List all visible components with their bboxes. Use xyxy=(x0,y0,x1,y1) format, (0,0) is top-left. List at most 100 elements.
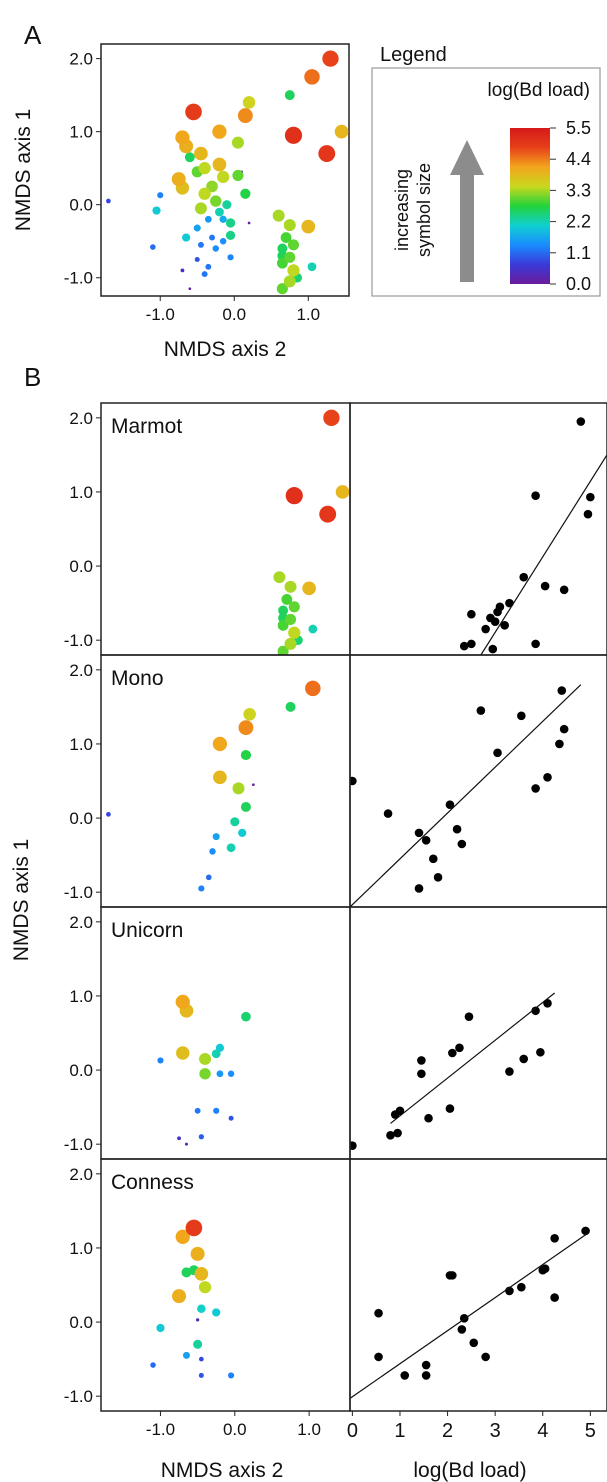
data-point xyxy=(198,241,204,248)
data-point xyxy=(319,505,337,523)
data-point xyxy=(428,854,438,864)
data-point xyxy=(531,491,540,500)
data-point xyxy=(237,108,253,124)
data-point xyxy=(198,1372,204,1378)
data-point xyxy=(540,581,550,591)
data-point xyxy=(175,130,190,145)
y-tick-label: 1.0 xyxy=(69,987,93,1006)
data-point xyxy=(448,1271,457,1280)
row-conness: Conness 2.0 1.0 0.0 -1.0 xyxy=(64,1158,607,1412)
data-point xyxy=(194,1267,209,1281)
data-point xyxy=(284,580,297,593)
data-point xyxy=(240,749,252,761)
regression-line xyxy=(350,684,582,907)
data-point xyxy=(181,1267,192,1278)
data-point xyxy=(195,1318,200,1322)
data-point xyxy=(307,262,317,272)
data-point xyxy=(227,1070,235,1077)
data-point xyxy=(322,50,339,67)
data-point xyxy=(550,1293,559,1302)
data-point xyxy=(287,239,300,251)
data-point xyxy=(190,1246,205,1261)
panel-label-a: A xyxy=(24,20,42,50)
subpanel-frame xyxy=(349,906,607,1160)
data-point xyxy=(493,748,502,758)
y-tick-label: 2.0 xyxy=(69,913,93,932)
data-point xyxy=(205,263,212,270)
data-point xyxy=(383,809,393,818)
data-point xyxy=(152,206,161,215)
data-point xyxy=(198,1281,212,1294)
data-point xyxy=(445,800,455,810)
data-point xyxy=(583,509,593,519)
data-point xyxy=(199,1052,212,1065)
data-point xyxy=(210,195,222,207)
data-point xyxy=(287,264,300,277)
data-point xyxy=(242,96,256,109)
x-tick-label: 4 xyxy=(537,1420,548,1442)
data-point xyxy=(464,1012,474,1021)
colorbar-tick-label: 5.5 xyxy=(566,118,591,138)
size-arrow-icon xyxy=(450,140,484,282)
data-point xyxy=(212,124,227,139)
data-point xyxy=(185,1219,203,1237)
y-tick-label: -1.0 xyxy=(64,1135,93,1154)
data-point xyxy=(194,256,200,262)
legend-box xyxy=(371,67,601,297)
data-point xyxy=(301,219,316,234)
regression-line xyxy=(350,1232,589,1399)
data-point xyxy=(177,1136,181,1141)
data-point xyxy=(212,833,220,841)
data-point xyxy=(531,784,540,793)
data-point xyxy=(283,275,296,288)
data-point xyxy=(374,1308,383,1318)
y-tick-label: 1.0 xyxy=(69,735,93,754)
data-point xyxy=(194,146,208,161)
data-point xyxy=(157,192,164,199)
x-tick-label: 2 xyxy=(442,1420,453,1442)
data-point xyxy=(555,739,564,749)
data-point xyxy=(421,835,431,845)
colorbar-tick-label: 2.2 xyxy=(566,212,591,232)
legend-title: Legend xyxy=(380,44,447,66)
data-point xyxy=(559,724,569,734)
x-tick-label: 0 xyxy=(347,1420,358,1442)
size-label-line2: symbol size xyxy=(414,163,434,257)
regression-line xyxy=(390,992,556,1124)
data-point xyxy=(500,621,509,630)
x-tick-label: -1.0 xyxy=(146,1420,175,1439)
data-point xyxy=(400,1371,410,1380)
data-point xyxy=(201,271,208,278)
data-point xyxy=(238,828,247,837)
panel-b: Marmot2.01.00.0-1.0Mono2.01.00.0-1.0Unic… xyxy=(64,402,607,1442)
panel-a-frame xyxy=(100,43,350,297)
data-point xyxy=(284,637,297,650)
data-point xyxy=(171,172,186,187)
panel-a-xlabel: NMDS axis 2 xyxy=(164,338,287,361)
x-tick-label: 3 xyxy=(490,1420,501,1442)
data-point xyxy=(557,686,567,695)
data-point xyxy=(194,202,207,215)
data-point xyxy=(543,772,552,782)
x-tick-label: 1.0 xyxy=(297,1420,321,1439)
data-point xyxy=(184,152,195,163)
data-point xyxy=(284,90,295,101)
data-point xyxy=(157,1057,164,1064)
data-point xyxy=(204,215,212,223)
data-point xyxy=(240,801,251,812)
data-point xyxy=(277,645,289,655)
panel-a-ylabel: NMDS axis 1 xyxy=(12,109,35,232)
x-tick-label: 1 xyxy=(394,1420,405,1442)
y-tick-label: -1.0 xyxy=(64,883,93,902)
data-point xyxy=(240,188,251,199)
data-point xyxy=(469,1338,479,1348)
data-point xyxy=(288,601,300,613)
data-point xyxy=(445,1104,455,1113)
data-point xyxy=(241,1011,251,1022)
x-tick-label: 1.0 xyxy=(296,305,320,324)
data-point xyxy=(467,639,476,649)
y-tick-label: 0.0 xyxy=(69,1061,93,1080)
colorbar-ticks: 5.5 4.4 3.3 2.2 1.1 0.0 xyxy=(550,118,591,294)
site-label-marmot: Marmot xyxy=(111,415,182,438)
